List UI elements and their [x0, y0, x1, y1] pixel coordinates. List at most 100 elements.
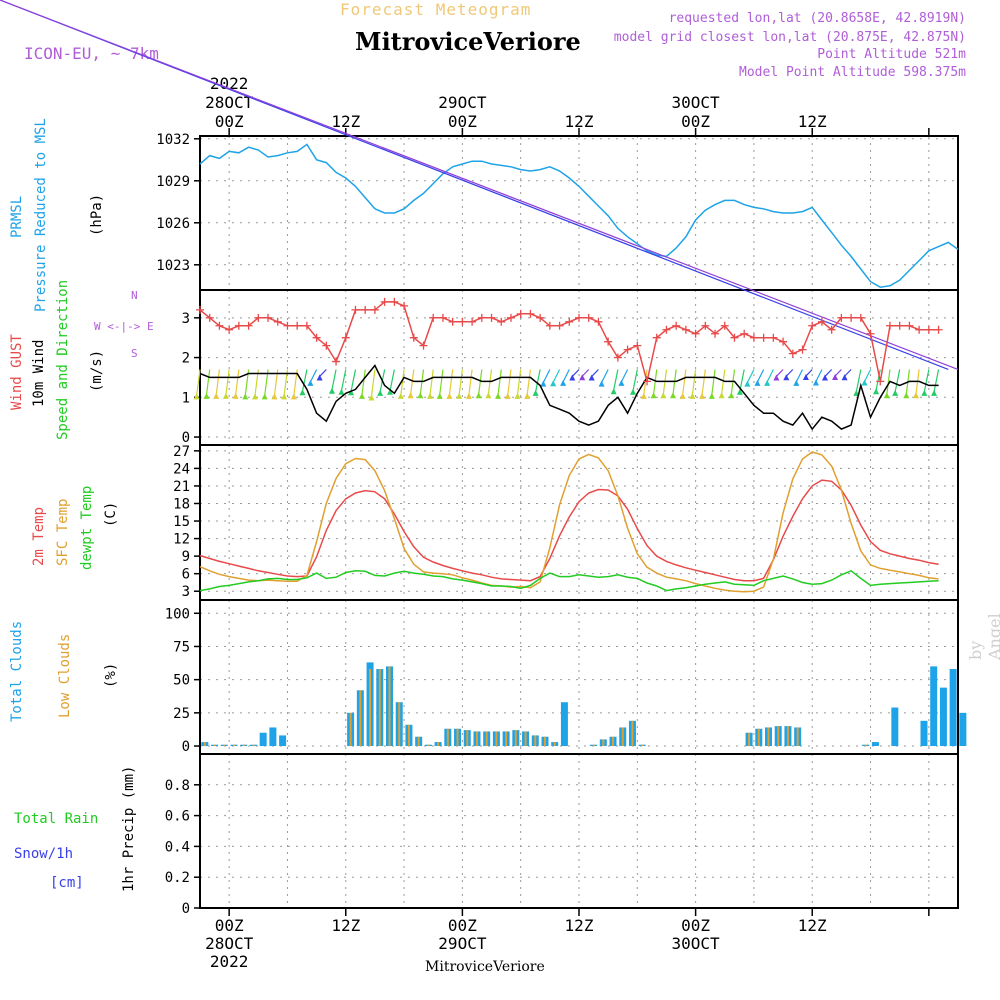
wind-arrow-head: [912, 392, 919, 399]
wind-direction-arrow: [739, 369, 745, 391]
clouds-ytick-label: 50: [173, 673, 190, 689]
low-clouds-bar: [437, 742, 440, 747]
wind-arrow-head: [328, 387, 335, 394]
top-time-label: 29OCT: [438, 93, 487, 112]
wind-arrow-head: [883, 392, 890, 399]
wind-gust-marker: [885, 321, 894, 330]
low-clouds-bar: [223, 744, 226, 747]
temp-series-sfc-temp: [199, 451, 939, 593]
top-time-label: 2022: [210, 74, 249, 93]
low-clouds-bar: [349, 712, 352, 747]
wind-gust-marker: [526, 309, 535, 318]
wind-gust-marker: [915, 325, 924, 334]
wind-direction-arrow: [746, 369, 755, 383]
low-clouds-bar: [407, 724, 410, 747]
low-clouds-bar: [388, 666, 391, 747]
temp-ytick-label: 21: [173, 479, 190, 495]
wind-gust-marker: [448, 317, 457, 326]
wind-gust-marker: [788, 349, 797, 358]
total-clouds-bar: [560, 702, 568, 747]
wind-direction-arrow: [601, 369, 609, 383]
wind-arrow-head: [812, 379, 819, 386]
wind-gust-marker: [205, 313, 214, 322]
wind-arrow-head: [660, 392, 667, 399]
wind-direction-arrow: [458, 369, 463, 395]
wind-ytick-label: 1: [182, 390, 190, 406]
wind-gust-marker: [361, 305, 370, 314]
wind-gust-marker: [458, 317, 467, 326]
wind-gust-marker: [419, 341, 428, 350]
wind-direction-arrow: [340, 369, 347, 391]
wind-gust-marker: [808, 321, 817, 330]
low-clouds-bar: [777, 726, 780, 747]
wind-arrow-head: [532, 389, 539, 396]
wind-gust-marker: [370, 305, 379, 314]
wind-direction-arrow: [215, 369, 221, 395]
wind-gust-marker: [283, 321, 292, 330]
wind-direction-arrow: [0, 0, 959, 371]
wind-gust-marker: [477, 313, 486, 322]
wind-direction-arrow: [535, 369, 541, 392]
wind-direction-arrow: [410, 369, 415, 395]
wind-arrow-head: [783, 374, 790, 381]
wind-arrow-head: [560, 379, 567, 386]
wind-direction-arrow: [785, 369, 794, 377]
temp-ytick-label: 3: [182, 584, 190, 600]
clouds-ytick-label: 25: [173, 706, 190, 722]
wind-arrow-head: [793, 379, 800, 386]
wind-direction-arrow: [855, 369, 862, 392]
precip-ytick-label: 0.2: [165, 870, 190, 886]
wind-ytick-label: 3: [182, 311, 190, 327]
temp-ytick-label: 24: [173, 461, 190, 477]
wind-gust-marker: [506, 313, 515, 322]
wind-gust-marker: [652, 333, 661, 342]
wind-direction-arrow: [429, 369, 434, 395]
bottom-time-label: 12Z: [331, 916, 360, 935]
low-clouds-bar: [553, 742, 556, 747]
wind-ytick-label: 0: [182, 430, 190, 446]
wind-arrow-head: [821, 374, 828, 381]
wind-gust-marker: [740, 329, 749, 338]
wind-arrow-head: [495, 392, 502, 399]
wind-gust-marker: [711, 329, 720, 338]
low-clouds-bar: [621, 727, 624, 747]
precip-ytick-label: 0: [182, 901, 190, 917]
wind-direction-arrow: [620, 369, 629, 383]
pressure-ytick-label: 1029: [156, 174, 190, 190]
bottom-time-label: 00Z: [448, 916, 477, 935]
model-name: ICON-EU, ~ 7km: [24, 44, 159, 63]
temp-ytick-label: 6: [182, 567, 190, 583]
wind-arrow-head: [397, 392, 404, 399]
wind-gust-marker: [380, 297, 389, 306]
wind-gust-marker: [856, 313, 865, 322]
wind-gust-marker: [293, 321, 302, 330]
low-clouds-bar: [456, 728, 459, 747]
wind-arrow-head: [873, 388, 880, 395]
wind-gust-marker: [273, 317, 282, 326]
low-clouds-bar: [475, 731, 478, 747]
clouds-ytick-label: 0: [182, 739, 190, 755]
wind-arrow-head: [802, 374, 809, 381]
wind-direction-arrow: [571, 369, 580, 377]
wind-arrow-head: [261, 393, 268, 400]
bottom-time-label: 12Z: [798, 916, 827, 935]
pressure-ytick-label: 1023: [156, 258, 190, 274]
top-time-label: 12Z: [798, 112, 827, 131]
wind-arrow-head: [316, 374, 323, 381]
wind-direction-arrow: [933, 369, 940, 392]
wind-direction-arrow: [844, 369, 852, 377]
top-time-label: 12Z: [331, 112, 360, 131]
total-clouds-bar: [891, 707, 899, 747]
wind-arrow-head: [892, 389, 899, 396]
wind-gust-marker: [769, 333, 778, 342]
wind-arrow-head: [524, 392, 531, 399]
wind-direction-arrow: [552, 369, 561, 383]
wind-arrow-head: [579, 374, 586, 381]
total-clouds-bar: [259, 732, 267, 747]
wind-direction-arrow: [309, 369, 318, 383]
wind-arrow-head: [679, 392, 686, 399]
top-time-label: 28OCT: [205, 93, 254, 112]
low-clouds-bar: [631, 720, 634, 747]
wind-gust-marker: [701, 321, 710, 330]
